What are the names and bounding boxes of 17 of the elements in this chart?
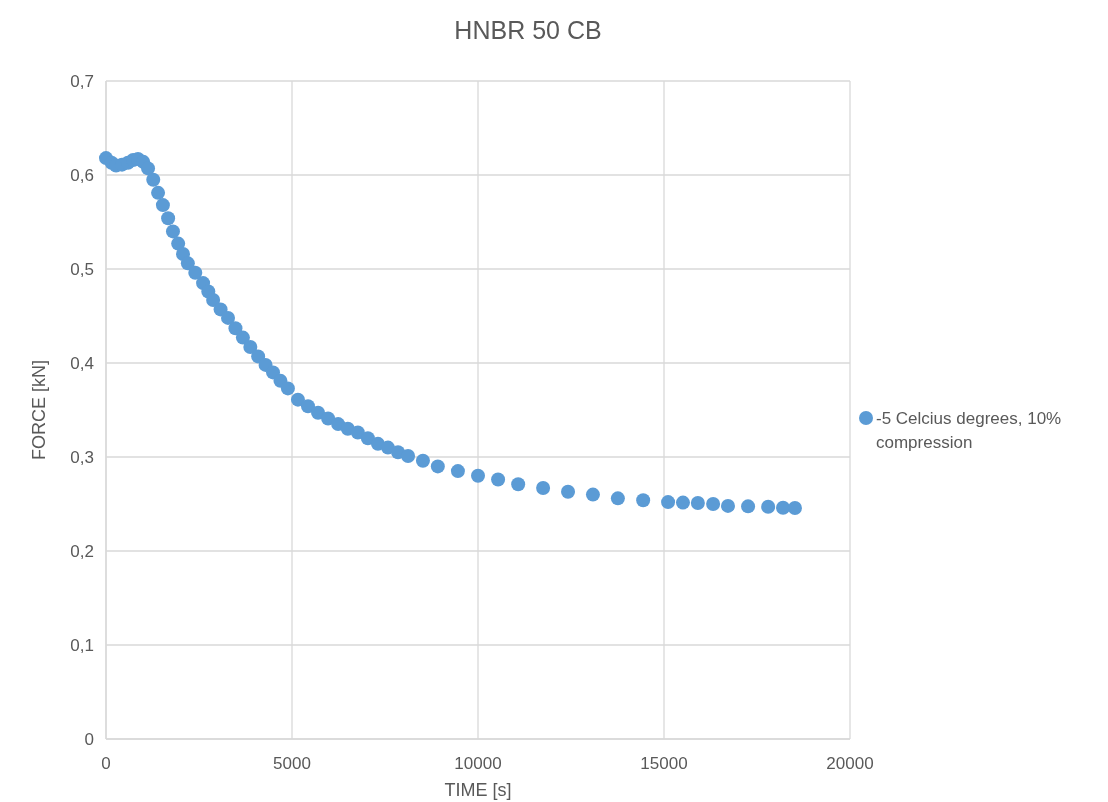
y-tick-label: 0,4 <box>70 354 94 373</box>
legend-label: -5 Celcius degrees, 10% compression <box>876 409 1062 452</box>
x-tick-label: 10000 <box>454 754 502 773</box>
y-tick-label: 0,3 <box>70 448 94 467</box>
y-axis-title: FORCE [kN] <box>29 359 49 461</box>
x-tick-label: 0 <box>101 754 111 773</box>
y-tick-label: 0,2 <box>70 542 94 561</box>
y-tick-label: 0,6 <box>70 166 94 185</box>
y-tick-label: 0,7 <box>70 72 94 91</box>
x-axis-title: TIME [s] <box>444 780 512 800</box>
x-tick-label: 20000 <box>826 754 874 773</box>
y-tick-label: 0,1 <box>70 636 94 655</box>
x-tick-label: 5000 <box>273 754 311 773</box>
chart-title: HNBR 50 CB <box>454 16 602 44</box>
x-tick-label: 15000 <box>640 754 688 773</box>
y-tick-label: 0 <box>84 730 94 749</box>
y-tick-label: 0,5 <box>70 260 94 279</box>
